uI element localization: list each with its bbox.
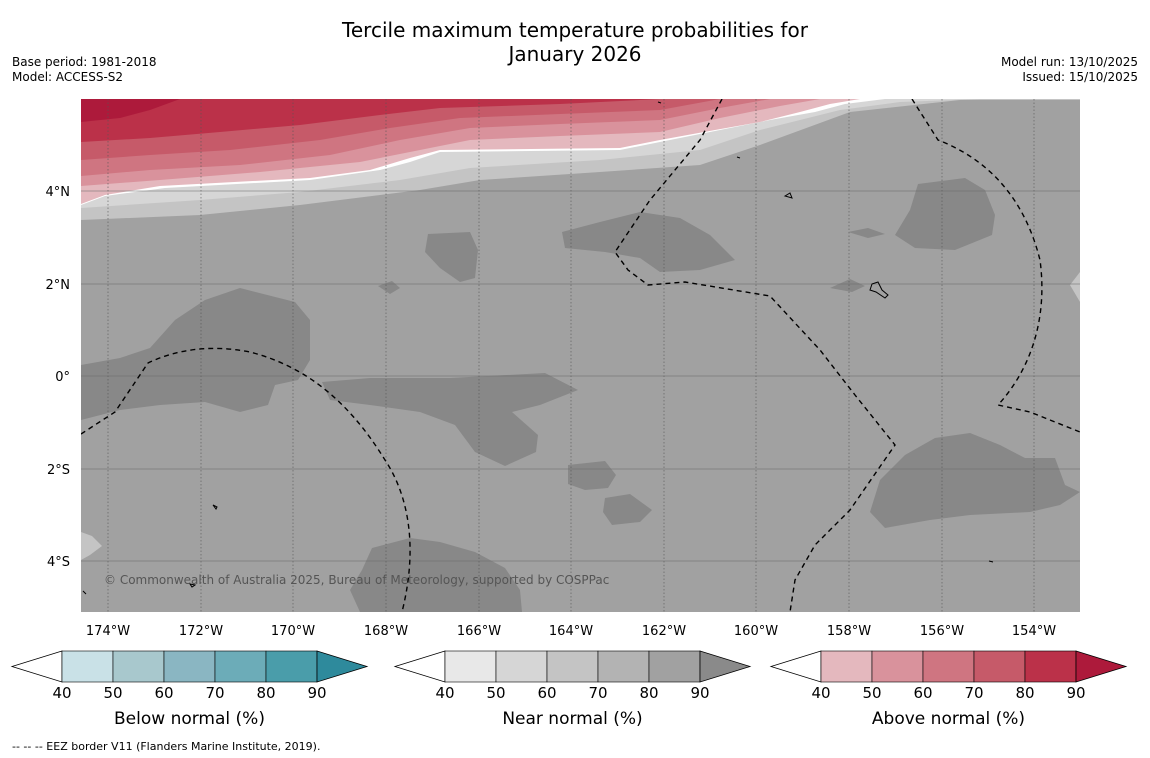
lon-label: 160°W	[734, 624, 778, 639]
parallel-grid	[81, 190, 1080, 562]
colorbar-tick-label: 90	[1066, 684, 1086, 702]
colorbar-tick-label: 40	[435, 684, 455, 702]
light-patch-east	[1070, 272, 1080, 302]
lon-label: 168°W	[364, 624, 408, 639]
colorbar-low-extend	[393, 650, 446, 683]
lon-label: 170°W	[271, 624, 315, 639]
colorbar-segment	[112, 650, 165, 683]
colorbar-tick-label: 70	[588, 684, 608, 702]
colorbar-low-extend	[769, 650, 822, 683]
lat-label: 2°N	[46, 278, 71, 293]
colorbar-segment	[495, 650, 548, 683]
colorbar-high-extend	[316, 650, 369, 683]
colorbar-segment	[648, 650, 701, 683]
blob-north-central	[562, 212, 735, 272]
above-normal-90-band	[81, 99, 180, 122]
model-name: Model: ACCESS-S2	[12, 70, 124, 84]
blob-south-central-1	[568, 461, 616, 490]
islands	[82, 101, 994, 595]
lon-label: 156°W	[920, 624, 964, 639]
colorbars	[10, 650, 1128, 683]
colorbar-tick-label: 60	[154, 684, 174, 702]
colorbar-segment	[973, 650, 1026, 683]
lon-label: 158°W	[827, 624, 871, 639]
colorbar-tick-label: 90	[690, 684, 710, 702]
lon-label: 172°W	[179, 624, 223, 639]
colorbar-tick-label: 70	[964, 684, 984, 702]
colorbar-tick-label: 40	[52, 684, 72, 702]
meta-left: Base period: 1981-2018 Model: ACCESS-S2	[12, 55, 157, 85]
lon-label: 162°W	[642, 624, 686, 639]
above-normal-80-band	[81, 99, 660, 142]
colorbar-segment	[1024, 650, 1077, 683]
blob-west-equator	[81, 288, 310, 420]
colorbar-tick-label: 80	[256, 684, 276, 702]
lon-label: 174°W	[86, 624, 130, 639]
colorbar-tick-label: 50	[862, 684, 882, 702]
blob-south-central-2	[603, 494, 652, 525]
colorbar-tick-label: 90	[307, 684, 327, 702]
lon-label: 154°W	[1012, 624, 1056, 639]
blob-island-small-1	[425, 232, 478, 282]
colorbar-high-extend	[1075, 650, 1128, 683]
colorbar-title: Above normal (%)	[871, 709, 1026, 729]
colorbar-2	[769, 650, 1128, 683]
light-patch-sw	[81, 532, 102, 560]
colorbar-tick-label: 70	[205, 684, 225, 702]
colorbar-tick-label: 60	[913, 684, 933, 702]
footnote: -- -- -- EEZ border V11 (Flanders Marine…	[12, 740, 321, 753]
latitude-labels: 4°N 2°N 0° 2°S 4°S	[46, 185, 71, 570]
blob-southeast	[870, 433, 1080, 528]
title-line-2: January 2026	[508, 42, 642, 66]
copyright-text: © Commonwealth of Australia 2025, Bureau…	[104, 573, 609, 587]
model-run: Model run: 13/10/2025	[1000, 55, 1138, 69]
map-title: Tercile maximum temperature probabilitie…	[0, 18, 1150, 66]
colorbar-tick-label: 60	[537, 684, 557, 702]
lat-label: 2°S	[47, 463, 70, 478]
colorbar-title: Near normal (%)	[502, 709, 643, 729]
colorbar-segment	[444, 650, 497, 683]
meridian-grid	[107, 99, 1035, 612]
eez-borders	[81, 99, 1080, 612]
colorbar-segment	[214, 650, 267, 683]
colorbar-segment	[922, 650, 975, 683]
colorbar-1	[393, 650, 752, 683]
title-line-1: Tercile maximum temperature probabilitie…	[342, 18, 808, 42]
lat-label: 4°N	[46, 185, 71, 200]
colorbar-segment	[265, 650, 318, 683]
colorbar-tick-label: 40	[811, 684, 831, 702]
colorbar-tick-label: 80	[639, 684, 659, 702]
longitude-labels: 174°W 172°W 170°W 168°W 166°W 164°W 162°…	[86, 624, 1056, 639]
issued-date: Issued: 15/10/2025	[1022, 70, 1138, 84]
colorbar-segment	[820, 650, 873, 683]
colorbar-high-extend	[699, 650, 752, 683]
colorbar-tick-label: 80	[1015, 684, 1035, 702]
map-plot-area: © Commonwealth of Australia 2025, Bureau…	[81, 99, 1080, 612]
colorbar-tick-label: 50	[486, 684, 506, 702]
blob-northeast-small	[848, 228, 885, 238]
blob-central-equator	[322, 373, 578, 466]
colorbar-0	[10, 650, 369, 683]
meta-right: Model run: 13/10/2025 Issued: 15/10/2025	[1001, 55, 1138, 85]
base-period: Base period: 1981-2018	[12, 55, 157, 69]
blob-east-small	[830, 279, 865, 292]
lat-label: 4°S	[47, 555, 70, 570]
colorbar-title: Below normal (%)	[114, 709, 265, 729]
lon-label: 166°W	[457, 624, 501, 639]
colorbar-segment	[871, 650, 924, 683]
colorbar-segment	[546, 650, 599, 683]
colorbar-tick-label: 50	[103, 684, 123, 702]
lon-label: 164°W	[549, 624, 593, 639]
blob-northeast	[895, 178, 995, 250]
colorbar-segment	[597, 650, 650, 683]
colorbar-segment	[163, 650, 216, 683]
colorbar-segment	[61, 650, 114, 683]
lat-label: 0°	[55, 370, 70, 385]
colorbar-low-extend	[10, 650, 63, 683]
